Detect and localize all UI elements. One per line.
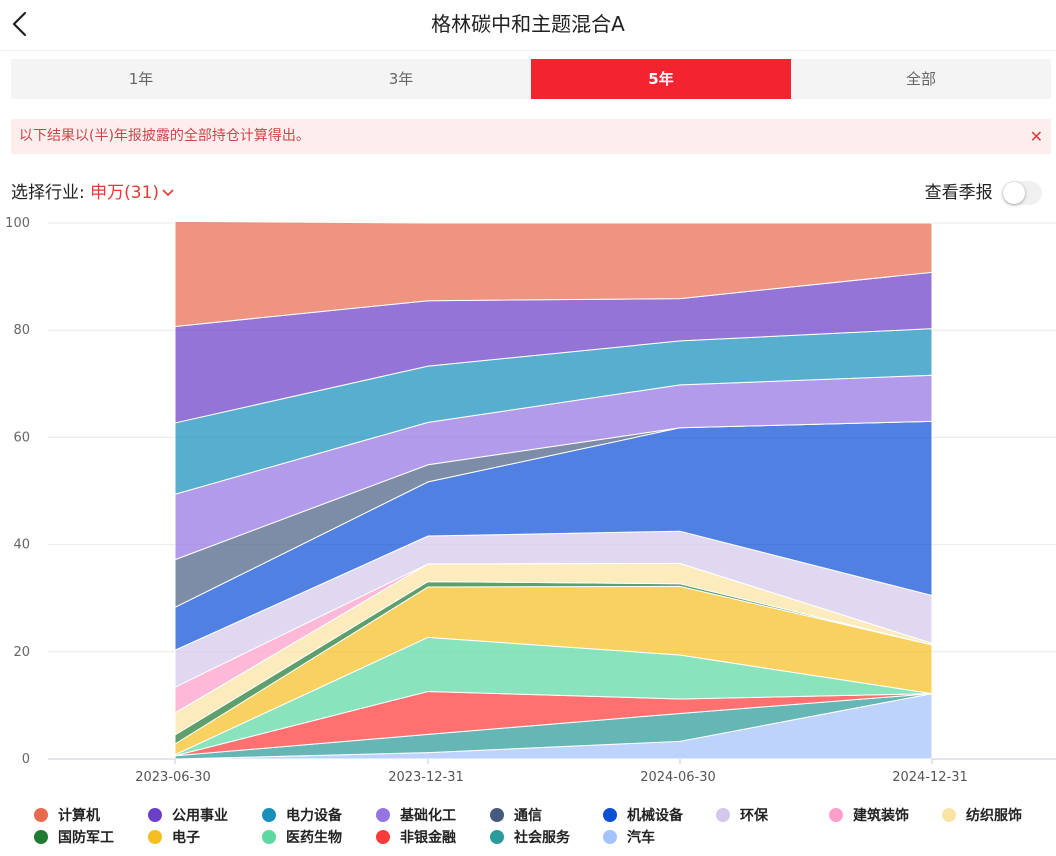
legend-swatch	[262, 808, 276, 822]
x-tick-label: 2024-06-30	[640, 770, 716, 785]
notice-banner: 以下结果以(半)年报披露的全部持仓计算得出。 ✕	[11, 119, 1051, 154]
legend-label: 国防军工	[58, 830, 114, 846]
legend-swatch	[603, 808, 617, 822]
y-tick-label: 20	[13, 645, 30, 660]
legend-item[interactable]: 国防军工	[34, 827, 114, 849]
legend-label: 建筑装饰	[853, 808, 909, 824]
legend-swatch	[490, 808, 504, 822]
legend-label: 机械设备	[627, 808, 683, 824]
legend-item[interactable]: 电力设备	[262, 805, 342, 827]
legend-label: 纺织服饰	[966, 808, 1022, 824]
legend-swatch	[829, 808, 843, 822]
page-title: 格林碳中和主题混合A	[431, 12, 625, 36]
legend-swatch	[716, 808, 730, 822]
legend-swatch	[148, 830, 162, 844]
close-icon[interactable]: ✕	[1029, 127, 1043, 146]
legend-label: 汽车	[627, 830, 655, 846]
legend-item[interactable]: 医药生物	[262, 827, 342, 849]
legend-label: 医药生物	[286, 830, 342, 846]
tab-5y[interactable]: 5年	[531, 59, 791, 99]
chevron-left-icon[interactable]	[8, 10, 32, 38]
legend-swatch	[262, 830, 276, 844]
filter-label: 选择行业:	[11, 183, 85, 203]
legend-item[interactable]: 纺织服饰	[942, 805, 1022, 827]
legend-label: 环保	[740, 808, 768, 824]
legend-label: 电子	[172, 830, 200, 846]
legend-swatch	[34, 830, 48, 844]
legend-item[interactable]: 非银金融	[376, 827, 456, 849]
x-tick-label: 2023-06-30	[135, 770, 211, 785]
legend-label: 通信	[514, 808, 542, 824]
tab-3y[interactable]: 3年	[388, 70, 414, 88]
legend-item[interactable]: 建筑装饰	[829, 805, 909, 827]
quarter-label: 查看季报	[924, 183, 993, 203]
legend-label: 社会服务	[514, 830, 570, 846]
legend-swatch	[603, 830, 617, 844]
legend-item[interactable]: 社会服务	[490, 827, 570, 849]
quarter-toggle[interactable]	[1002, 181, 1042, 205]
period-tabs: 1年 3年 5年 全部	[11, 59, 1051, 99]
industry-area-chart: 0 20 40 60 80 100 2023-06-30 2023-12-31 2024-06-…	[5, 216, 1056, 785]
tab-1y[interactable]: 1年	[128, 70, 154, 88]
legend-item[interactable]: 环保	[716, 805, 768, 827]
area-series-14	[174, 220, 933, 328]
legend-item[interactable]: 通信	[490, 805, 542, 827]
y-tick-label: 80	[13, 323, 30, 338]
y-tick-label: 60	[13, 430, 30, 445]
legend-item[interactable]: 电子	[148, 827, 200, 849]
y-tick-label: 100	[5, 216, 30, 231]
legend-label: 基础化工	[400, 808, 456, 824]
notice-text: 以下结果以(半)年报披露的全部持仓计算得出。	[19, 128, 310, 144]
tab-all[interactable]: 全部	[905, 70, 936, 88]
x-tick-label: 2024-12-31	[892, 770, 968, 785]
legend-item[interactable]: 公用事业	[148, 805, 228, 827]
legend-label: 计算机	[58, 808, 100, 824]
toggle-knob	[1003, 182, 1025, 204]
y-tick-label: 0	[22, 752, 30, 767]
legend-item[interactable]: 汽车	[603, 827, 655, 849]
y-tick-label: 40	[13, 538, 30, 553]
industry-filter: 选择行业: 申万(31)	[11, 179, 175, 207]
industry-select[interactable]: 申万(31)	[90, 183, 175, 203]
legend-swatch	[490, 830, 504, 844]
legend-item[interactable]: 基础化工	[376, 805, 456, 827]
legend-swatch	[34, 808, 48, 822]
legend-label: 非银金融	[400, 830, 456, 846]
legend-swatch	[942, 808, 956, 822]
legend-item[interactable]: 计算机	[34, 805, 100, 827]
quarter-report-control: 查看季报	[925, 178, 1042, 208]
legend-label: 公用事业	[172, 808, 228, 824]
filter-value: 申万(31)	[90, 183, 160, 203]
header-bar: 格林碳中和主题混合A	[0, 0, 1056, 51]
legend-swatch	[148, 808, 162, 822]
legend-item[interactable]: 机械设备	[603, 805, 683, 827]
legend-swatch	[376, 808, 390, 822]
x-tick-label: 2023-12-31	[388, 770, 464, 785]
chevron-down-icon	[162, 189, 174, 197]
legend-swatch	[376, 830, 390, 844]
legend-label: 电力设备	[286, 808, 342, 824]
